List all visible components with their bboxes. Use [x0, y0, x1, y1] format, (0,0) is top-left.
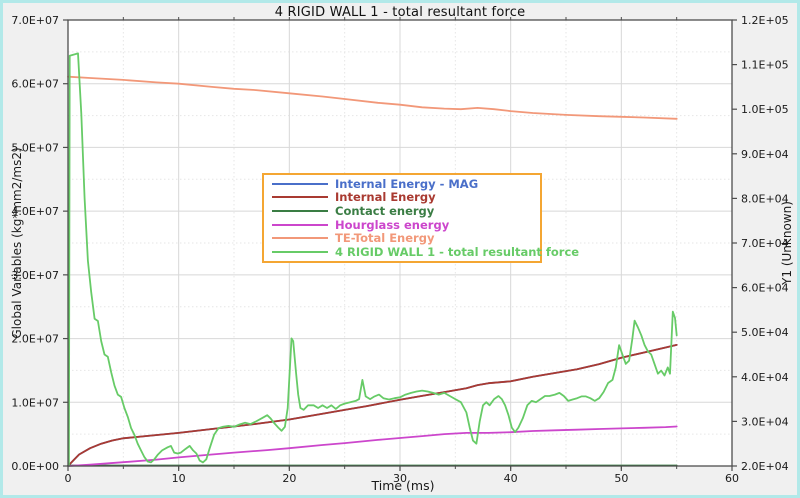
svg-text:6.0E+07: 6.0E+07 — [11, 78, 59, 91]
series-curve-1 — [67, 343, 678, 467]
svg-text:1.0E+07: 1.0E+07 — [11, 396, 59, 409]
chart-title: 4 RIGID WALL 1 - total resultant force — [274, 5, 526, 20]
legend-line-sample — [272, 223, 328, 226]
legend-line-sample — [272, 196, 328, 199]
svg-text:3.0E+04: 3.0E+04 — [741, 415, 789, 428]
svg-text:20: 20 — [282, 472, 296, 485]
legend-line-sample — [272, 237, 328, 240]
svg-text:5.0E+07: 5.0E+07 — [11, 141, 59, 154]
svg-text:30: 30 — [393, 472, 407, 485]
svg-text:50: 50 — [614, 472, 628, 485]
svg-text:2.0E+04: 2.0E+04 — [741, 460, 789, 473]
svg-text:40: 40 — [504, 472, 518, 485]
series-curve-3 — [67, 425, 678, 467]
svg-text:4.0E+07: 4.0E+07 — [11, 205, 59, 218]
tick-labels: 0.0E+00 1.0E+07 2.0E+07 3.0E+07 4.0E+07 5.0E+… — [11, 14, 788, 485]
legend-box: Internal Energy - MAG Internal Energy Cont… — [262, 173, 579, 263]
y-axis-right-label: Y1 (Unknown) — [780, 201, 794, 285]
legend-item-3[interactable]: Hourglass energy — [272, 217, 540, 232]
legend-line-sample — [272, 210, 328, 213]
legend-label: TE-Total Energy — [335, 231, 435, 246]
legend-line-sample — [272, 182, 328, 185]
legend-label: Internal Energy — [335, 190, 436, 205]
svg-text:5.0E+04: 5.0E+04 — [741, 326, 789, 339]
svg-text:60: 60 — [725, 472, 739, 485]
svg-text:9.0E+04: 9.0E+04 — [741, 148, 789, 161]
svg-text:0: 0 — [65, 472, 72, 485]
x-axis-label: Time (ms) — [371, 478, 435, 493]
legend-item-0[interactable]: Internal Energy - MAG — [272, 176, 540, 191]
svg-text:1.1E+05: 1.1E+05 — [741, 59, 789, 72]
svg-text:8.0E+04: 8.0E+04 — [741, 192, 789, 205]
legend-item-2[interactable]: Contact energy — [272, 204, 540, 219]
legend-label: Contact energy — [335, 204, 435, 219]
svg-text:1.0E+05: 1.0E+05 — [741, 103, 789, 116]
legend-line-sample — [272, 251, 328, 254]
svg-text:1.2E+05: 1.2E+05 — [741, 14, 789, 27]
svg-text:6.0E+04: 6.0E+04 — [741, 282, 789, 295]
legend-item-5[interactable]: 4 RIGID WALL 1 - total resultant force — [272, 245, 579, 259]
series-curve-5 — [68, 52, 678, 467]
axis-ticks — [63, 17, 737, 471]
legend-item-1[interactable]: Internal Energy — [272, 190, 540, 205]
svg-text:4.0E+04: 4.0E+04 — [741, 371, 789, 384]
svg-text:10: 10 — [172, 472, 186, 485]
legend-label: Hourglass energy — [335, 217, 450, 232]
svg-text:3.0E+07: 3.0E+07 — [11, 269, 59, 282]
legend-item-4[interactable]: TE-Total Energy — [272, 231, 540, 246]
svg-text:7.0E+07: 7.0E+07 — [11, 14, 59, 27]
legend-label: 4 RIGID WALL 1 - total resultant force — [335, 245, 580, 260]
svg-text:2.0E+07: 2.0E+07 — [11, 333, 59, 346]
legend-label: Internal Energy - MAG — [335, 176, 479, 191]
svg-text:7.0E+04: 7.0E+04 — [741, 237, 789, 250]
y-axis-left-label: Global Variables (kg*mm2/ms2) — [10, 147, 24, 339]
series-curve-4 — [67, 75, 678, 120]
svg-text:0.0E+00: 0.0E+00 — [11, 460, 59, 473]
